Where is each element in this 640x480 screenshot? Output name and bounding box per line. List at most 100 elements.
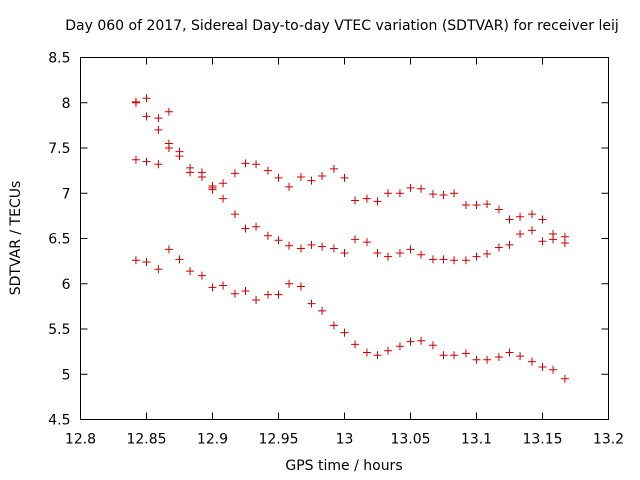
data-point [296,172,305,181]
x-tick-label: 12.95 [258,432,298,448]
data-point [142,157,151,166]
data-point [197,172,206,181]
y-axis-title: SDTVAR / TECUs [8,181,24,296]
data-point [362,194,371,203]
data-point [186,168,195,177]
data-point [154,114,163,123]
data-point [483,249,492,258]
data-point [197,271,206,280]
data-point [483,200,492,209]
series-band-upper [131,94,569,241]
y-tick-label: 6 [62,277,71,293]
data-point [538,237,547,246]
y-axis: 4.5 5 5.5 6 6.5 7 7.5 8 8.5 [48,51,609,429]
data-point [428,341,437,350]
data-point [538,363,547,372]
data-point [208,283,217,292]
data-point [318,172,327,181]
data-point [461,256,470,265]
data-point [373,351,382,360]
data-point [362,348,371,357]
data-point [461,349,470,358]
data-point [450,256,459,265]
y-tick-label: 4.5 [48,413,70,429]
data-point [307,240,316,249]
data-point [208,183,217,192]
data-point [384,252,393,261]
data-point [428,190,437,199]
data-point [175,152,184,161]
data-point [142,94,151,103]
data-point [560,374,569,383]
data-point [494,205,503,214]
data-point [329,244,338,253]
data-point [296,244,305,253]
series-band-lower [131,245,569,383]
data-point [164,144,173,152]
data-point [186,267,195,276]
data-point [274,173,283,182]
data-point [154,160,163,169]
data-point [417,184,426,193]
data-point [241,286,250,295]
data-point [285,241,294,250]
data-point [131,97,140,106]
data-point [417,250,426,259]
data-point [307,176,316,185]
data-point [219,194,228,203]
x-tick-label: 13.05 [390,432,430,448]
data-point [263,231,272,240]
x-tick-label: 12.8 [65,432,96,448]
data-point [439,191,448,200]
data-point [516,352,525,361]
data-point [527,357,536,366]
y-tick-label: 5.5 [48,322,70,338]
data-point [417,336,426,345]
data-point [154,265,163,274]
y-tick-label: 8 [62,96,71,112]
data-point [351,196,360,205]
data-point [527,226,536,235]
x-tick-label: 13.1 [461,432,492,448]
data-point [263,290,272,299]
data-point [395,248,404,257]
data-point [439,255,448,264]
data-point [164,107,173,116]
data-point [219,179,228,188]
data-point [483,355,492,364]
data-point [472,201,481,210]
data-point [241,224,250,233]
data-point [175,255,184,264]
data-point [450,189,459,198]
x-tick-label: 13 [336,432,354,448]
data-point [516,229,525,238]
data-point [351,235,360,244]
data-point [373,248,382,257]
data-point [494,243,503,252]
x-tick-label: 12.9 [197,432,228,448]
data-point [351,340,360,349]
data-point [406,183,415,192]
data-point [307,299,316,308]
data-point [384,346,393,355]
data-point [472,355,481,364]
y-tick-label: 5 [62,367,71,383]
plot-area-frame [80,57,609,420]
series-band-middle [131,155,569,265]
x-tick-label: 13.2 [593,432,624,448]
data-point [362,238,371,247]
data-point [395,342,404,351]
data-point [318,242,327,251]
data-point [516,212,525,221]
data-point [494,353,503,362]
data-point [461,201,470,210]
data-point [549,365,558,374]
data-point [329,164,338,173]
data-point [450,351,459,360]
data-point [505,348,514,357]
data-point [131,155,140,164]
data-point [296,282,305,291]
data-point [252,222,261,231]
data-point [164,245,173,254]
